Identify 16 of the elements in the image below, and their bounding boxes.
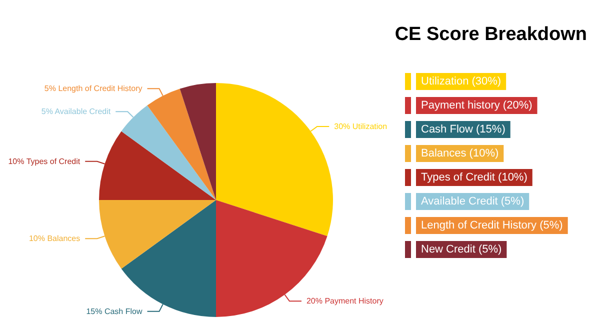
data-label: 10% Types of Credit: [8, 156, 81, 166]
legend-label: Payment history (20%): [421, 100, 532, 112]
data-label: 30% Utilization: [334, 122, 388, 132]
legend-label: Balances (10%): [421, 148, 499, 160]
legend-label: New Credit (5%): [421, 244, 502, 256]
data-label: 20% Payment History: [306, 296, 384, 306]
legend-label: Utilization (30%): [421, 76, 502, 88]
data-label: 10% Balances: [28, 234, 80, 244]
data-label: 5% Length of Credit History: [44, 84, 142, 94]
data-label: 15% Cash Flow: [86, 306, 142, 316]
legend-label: Length of Credit History (5%): [421, 220, 563, 232]
legend-label: Types of Credit (10%): [421, 172, 528, 184]
chart-title: CE Score Breakdown: [394, 24, 587, 45]
legend-label: Available Credit (5%): [421, 196, 524, 208]
data-label: 5% Available Credit: [41, 107, 112, 116]
legend-label: Cash Flow (15%): [421, 124, 506, 136]
